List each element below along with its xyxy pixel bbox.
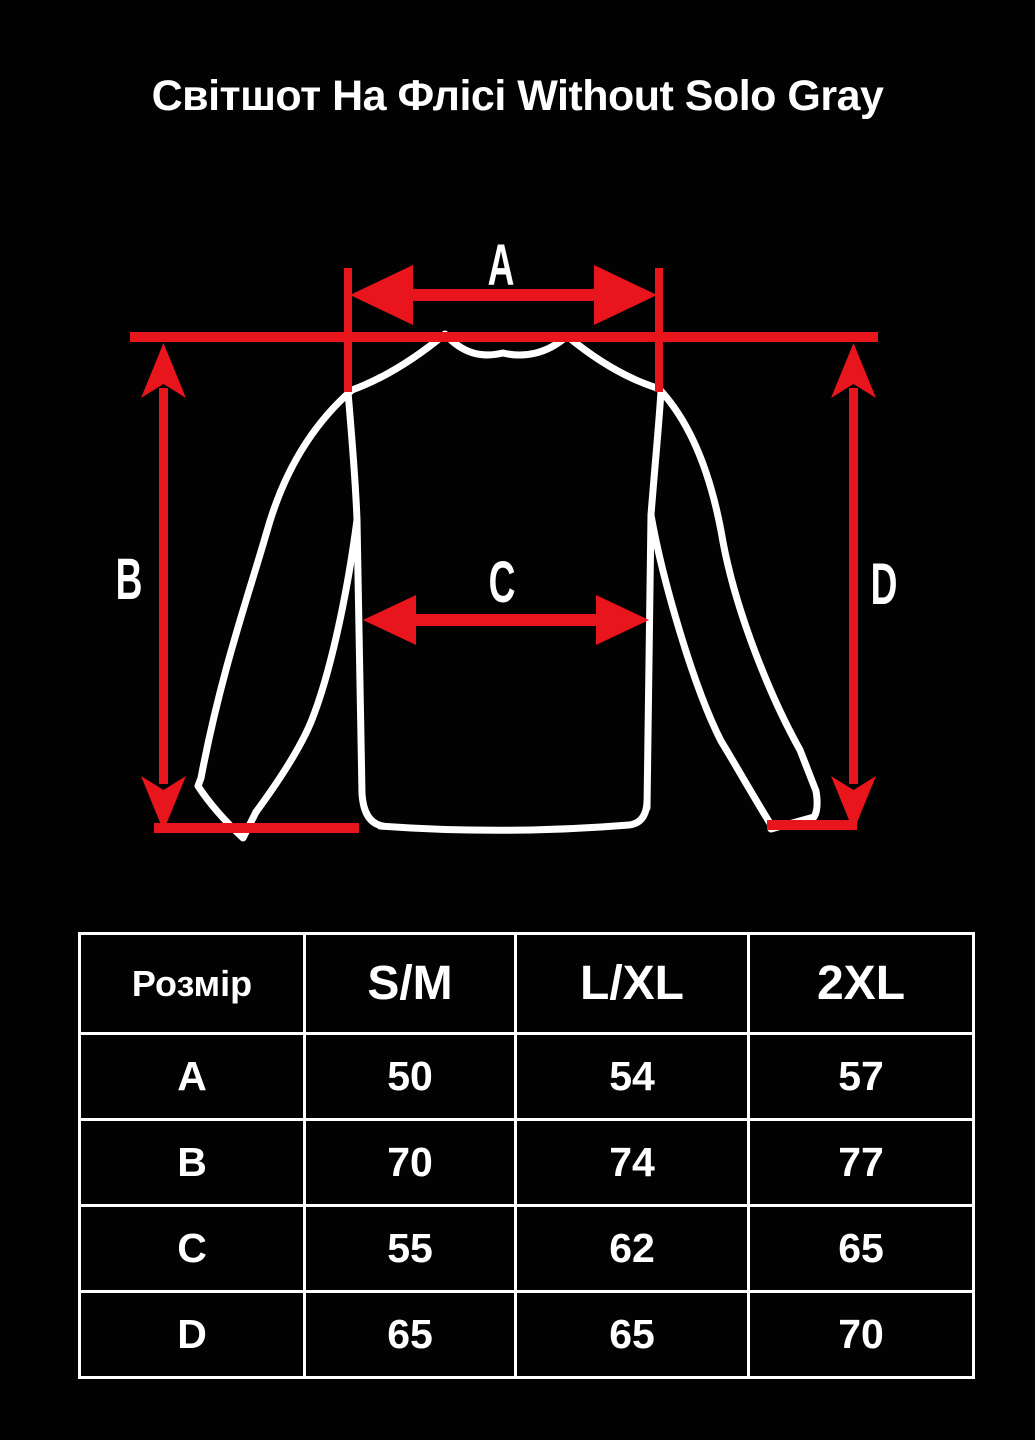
garment-right-torso-edge	[643, 387, 665, 812]
row-label: C	[78, 1204, 306, 1293]
measure-label-c: C	[489, 551, 516, 615]
garment-collar	[348, 330, 661, 394]
value-cell: 70	[747, 1290, 975, 1379]
value-cell: 65	[303, 1290, 517, 1379]
value-cell: 70	[303, 1118, 517, 1207]
size-table-header-row: Розмір S/M L/XL 2XL	[78, 932, 975, 1035]
value-cell: 65	[514, 1290, 750, 1379]
garment-left-sleeve-outer	[194, 386, 356, 842]
value-cell: 65	[747, 1204, 975, 1293]
row-label: D	[78, 1290, 306, 1379]
value-cell: 74	[514, 1118, 750, 1207]
measure-arrow-c	[363, 595, 649, 645]
header-cell-sm: S/M	[303, 932, 517, 1035]
measurement-letters: A B C D	[116, 234, 898, 617]
table-row-d: D 65 65 70	[78, 1290, 975, 1379]
measurement-marks	[130, 265, 878, 833]
shoulder-reference-line	[130, 332, 878, 342]
row-label: A	[78, 1032, 306, 1121]
sweatshirt-measurement-diagram: A B C D	[116, 234, 898, 842]
measure-label-b: B	[116, 548, 143, 612]
table-row-c: C 55 62 65	[78, 1204, 975, 1293]
value-cell: 50	[303, 1032, 517, 1121]
measure-arrow-d	[831, 343, 876, 831]
measure-label-d: D	[871, 553, 898, 617]
measure-arrow-b	[141, 343, 186, 831]
measure-a-tick-left	[344, 268, 352, 392]
table-row-a: A 50 54 57	[78, 1032, 975, 1121]
garment-right-sleeve-inner	[647, 511, 775, 829]
header-cell-2xl: 2XL	[747, 932, 975, 1035]
row-label: B	[78, 1118, 306, 1207]
measure-b-baseline	[154, 823, 359, 833]
value-cell: 55	[303, 1204, 517, 1293]
measure-arrow-a	[350, 265, 657, 325]
table-row-b: B 70 74 77	[78, 1118, 975, 1207]
measure-label-a: A	[488, 234, 515, 298]
header-cell-size-label: Розмір	[78, 932, 306, 1035]
garment-left-torso-edge	[344, 388, 387, 830]
sweatshirt-outline	[194, 330, 821, 842]
measure-a-tick-right	[655, 268, 663, 392]
size-table: Розмір S/M L/XL 2XL A 50 54 57 B 70 74 7…	[78, 932, 975, 1379]
value-cell: 54	[514, 1032, 750, 1121]
garment-right-sleeve-outer	[657, 387, 821, 833]
garment-left-sleeve-inner	[252, 516, 361, 816]
garment-hem	[376, 798, 651, 834]
measure-d-baseline	[767, 820, 857, 830]
header-cell-lxl: L/XL	[514, 932, 750, 1035]
value-cell: 77	[747, 1118, 975, 1207]
product-title: Світшот На Флісі Without Solo Gray	[151, 72, 884, 120]
value-cell: 57	[747, 1032, 975, 1121]
value-cell: 62	[514, 1204, 750, 1293]
